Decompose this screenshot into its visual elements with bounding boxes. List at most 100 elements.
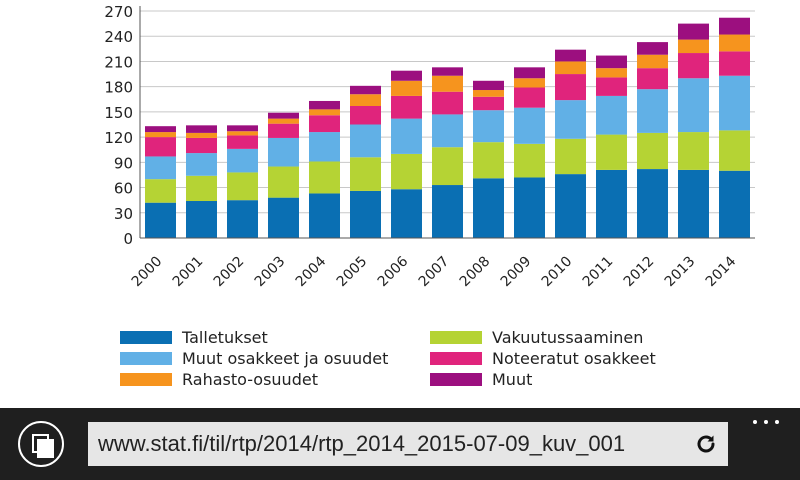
bar-segment [514,177,545,238]
bar-segment [637,68,668,90]
bar-segment [514,143,545,178]
x-tick-label: 2000 [129,254,166,291]
more-dot [764,420,768,424]
bar-segment [596,55,627,69]
bar-segment [350,190,381,238]
bar-segment [268,166,299,198]
bar-segment [432,185,463,238]
bar-segment [186,175,217,202]
url-text: www.stat.fi/til/rtp/2014/rtp_2014_2015-0… [98,431,626,456]
bar-segment [268,197,299,238]
bar-segment [145,156,176,180]
bar-segment [678,78,709,133]
bar-segment [678,53,709,79]
x-tick-label: 2009 [498,254,535,291]
bar-segment [350,157,381,191]
bar-segment [514,107,545,144]
y-tick-label: 120 [104,129,133,147]
bar-segment [350,85,381,95]
x-tick-label: 2013 [662,254,699,291]
bar-segment [473,110,504,143]
bar-segment [514,67,545,79]
bar-segment [432,67,463,76]
bar-segment [432,147,463,186]
bar-segment [350,124,381,158]
bar-segment [186,153,217,176]
bar-segment [268,137,299,167]
bar-segment [514,87,545,108]
bar-segment [555,49,586,62]
bar-segment [227,135,258,149]
bar-segment [391,95,422,119]
y-tick-label: 0 [123,230,133,248]
bar-segment [473,142,504,179]
bar-segment [309,109,340,116]
y-tick-label: 60 [114,180,133,198]
bar-segment [309,161,340,194]
refresh-icon[interactable] [694,432,718,456]
bar-segment [432,75,463,92]
more-dot [775,420,779,424]
bar-segment [186,137,217,154]
bar-segment [678,23,709,40]
bar-segment [473,178,504,238]
legend-label: Rahasto-osuudet [182,369,318,389]
bar-segment [596,134,627,170]
bar-segment [391,70,422,81]
bar-segment [186,125,217,133]
bar-segment [555,174,586,238]
url-input[interactable]: www.stat.fi/til/rtp/2014/rtp_2014_2015-0… [88,422,728,466]
bar-segment [719,51,750,76]
x-tick-label: 2008 [457,254,494,291]
x-tick-label: 2011 [580,254,617,291]
bar-segment [678,132,709,170]
bar-segment [719,17,750,35]
legend-item-talletukset: Talletukset [120,327,268,347]
bar-segment [309,132,340,162]
bar-segment [391,118,422,154]
y-tick-label: 210 [104,53,133,71]
bar-segment [473,80,504,91]
y-tick-label: 270 [104,3,133,21]
legend-label: Muut [492,369,533,389]
x-tick-label: 2012 [621,254,658,291]
tabs-button[interactable] [18,421,64,467]
x-tick-label: 2006 [375,253,412,290]
tabs-icon-front [37,439,54,458]
legend-label: Vakuutussaaminen [492,327,644,347]
x-tick-label: 2001 [170,254,207,291]
bar-segment [145,137,176,157]
legend-item-noteeratut: Noteeratut osakkeet [430,348,656,368]
y-tick-label: 240 [104,28,133,46]
bar-segment [514,78,545,88]
bar-segment [637,89,668,133]
more-options-button[interactable] [750,410,784,430]
legend-item-muut: Muut [430,369,532,389]
bar-segment [227,131,258,136]
bar-segment [309,100,340,110]
x-tick-label: 2010 [539,254,576,291]
legend-swatch [120,372,172,386]
legend-item-vakuutussaaminen: Vakuutussaaminen [430,327,643,347]
bar-segment [186,132,217,138]
bar-segment [555,100,586,139]
bar-segment [596,169,627,238]
bar-segment [555,61,586,75]
bar-segment [227,148,258,173]
bar-segment [555,74,586,101]
y-tick-label: 180 [104,79,133,97]
x-tick-label: 2014 [703,253,740,290]
legend-label: Muut osakkeet ja osuudet [182,348,389,368]
bar-segment [227,172,258,201]
bar-segment [637,132,668,170]
legend-swatch [430,351,482,365]
bar-segment [145,179,176,203]
bar-segment [719,170,750,238]
legend-label: Noteeratut osakkeet [492,348,656,368]
bar-segment [473,90,504,97]
bar-segment [350,106,381,125]
bar-segment [268,123,299,138]
bar-segment [145,132,176,138]
bar-segment [637,54,668,69]
